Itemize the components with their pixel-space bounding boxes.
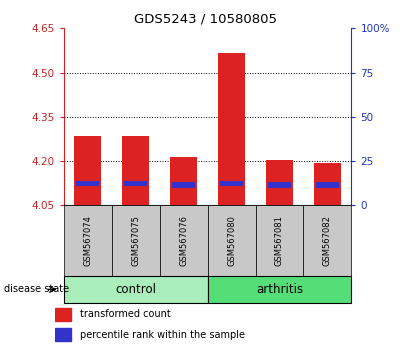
Text: GSM567081: GSM567081 [275, 215, 284, 266]
Text: GDS5243 / 10580805: GDS5243 / 10580805 [134, 12, 277, 25]
Bar [303, 205, 351, 276]
Bar [64, 276, 208, 303]
Bar [220, 181, 243, 186]
Bar [112, 205, 159, 276]
Bar [55, 328, 71, 341]
Bar [218, 53, 245, 205]
Bar [208, 276, 351, 303]
Bar [125, 181, 147, 186]
Text: GSM567074: GSM567074 [83, 215, 92, 266]
Text: GSM567080: GSM567080 [227, 215, 236, 266]
Bar [171, 156, 197, 205]
Text: control: control [115, 283, 156, 296]
Bar [268, 182, 291, 188]
Text: arthritis: arthritis [256, 283, 303, 296]
Bar [266, 160, 293, 205]
Bar [64, 205, 112, 276]
Bar [316, 182, 339, 188]
Bar [256, 205, 303, 276]
Text: GSM567082: GSM567082 [323, 215, 332, 266]
Bar [159, 205, 208, 276]
Bar [122, 136, 149, 205]
Bar [208, 205, 256, 276]
Bar [76, 181, 99, 186]
Bar [314, 162, 341, 205]
Bar [172, 182, 195, 188]
Text: transformed count: transformed count [80, 309, 171, 319]
Text: GSM567076: GSM567076 [179, 215, 188, 266]
Text: GSM567075: GSM567075 [131, 215, 140, 266]
Text: percentile rank within the sample: percentile rank within the sample [80, 330, 245, 339]
Text: disease state: disease state [4, 284, 69, 295]
Bar [55, 308, 71, 320]
Bar [74, 136, 101, 205]
